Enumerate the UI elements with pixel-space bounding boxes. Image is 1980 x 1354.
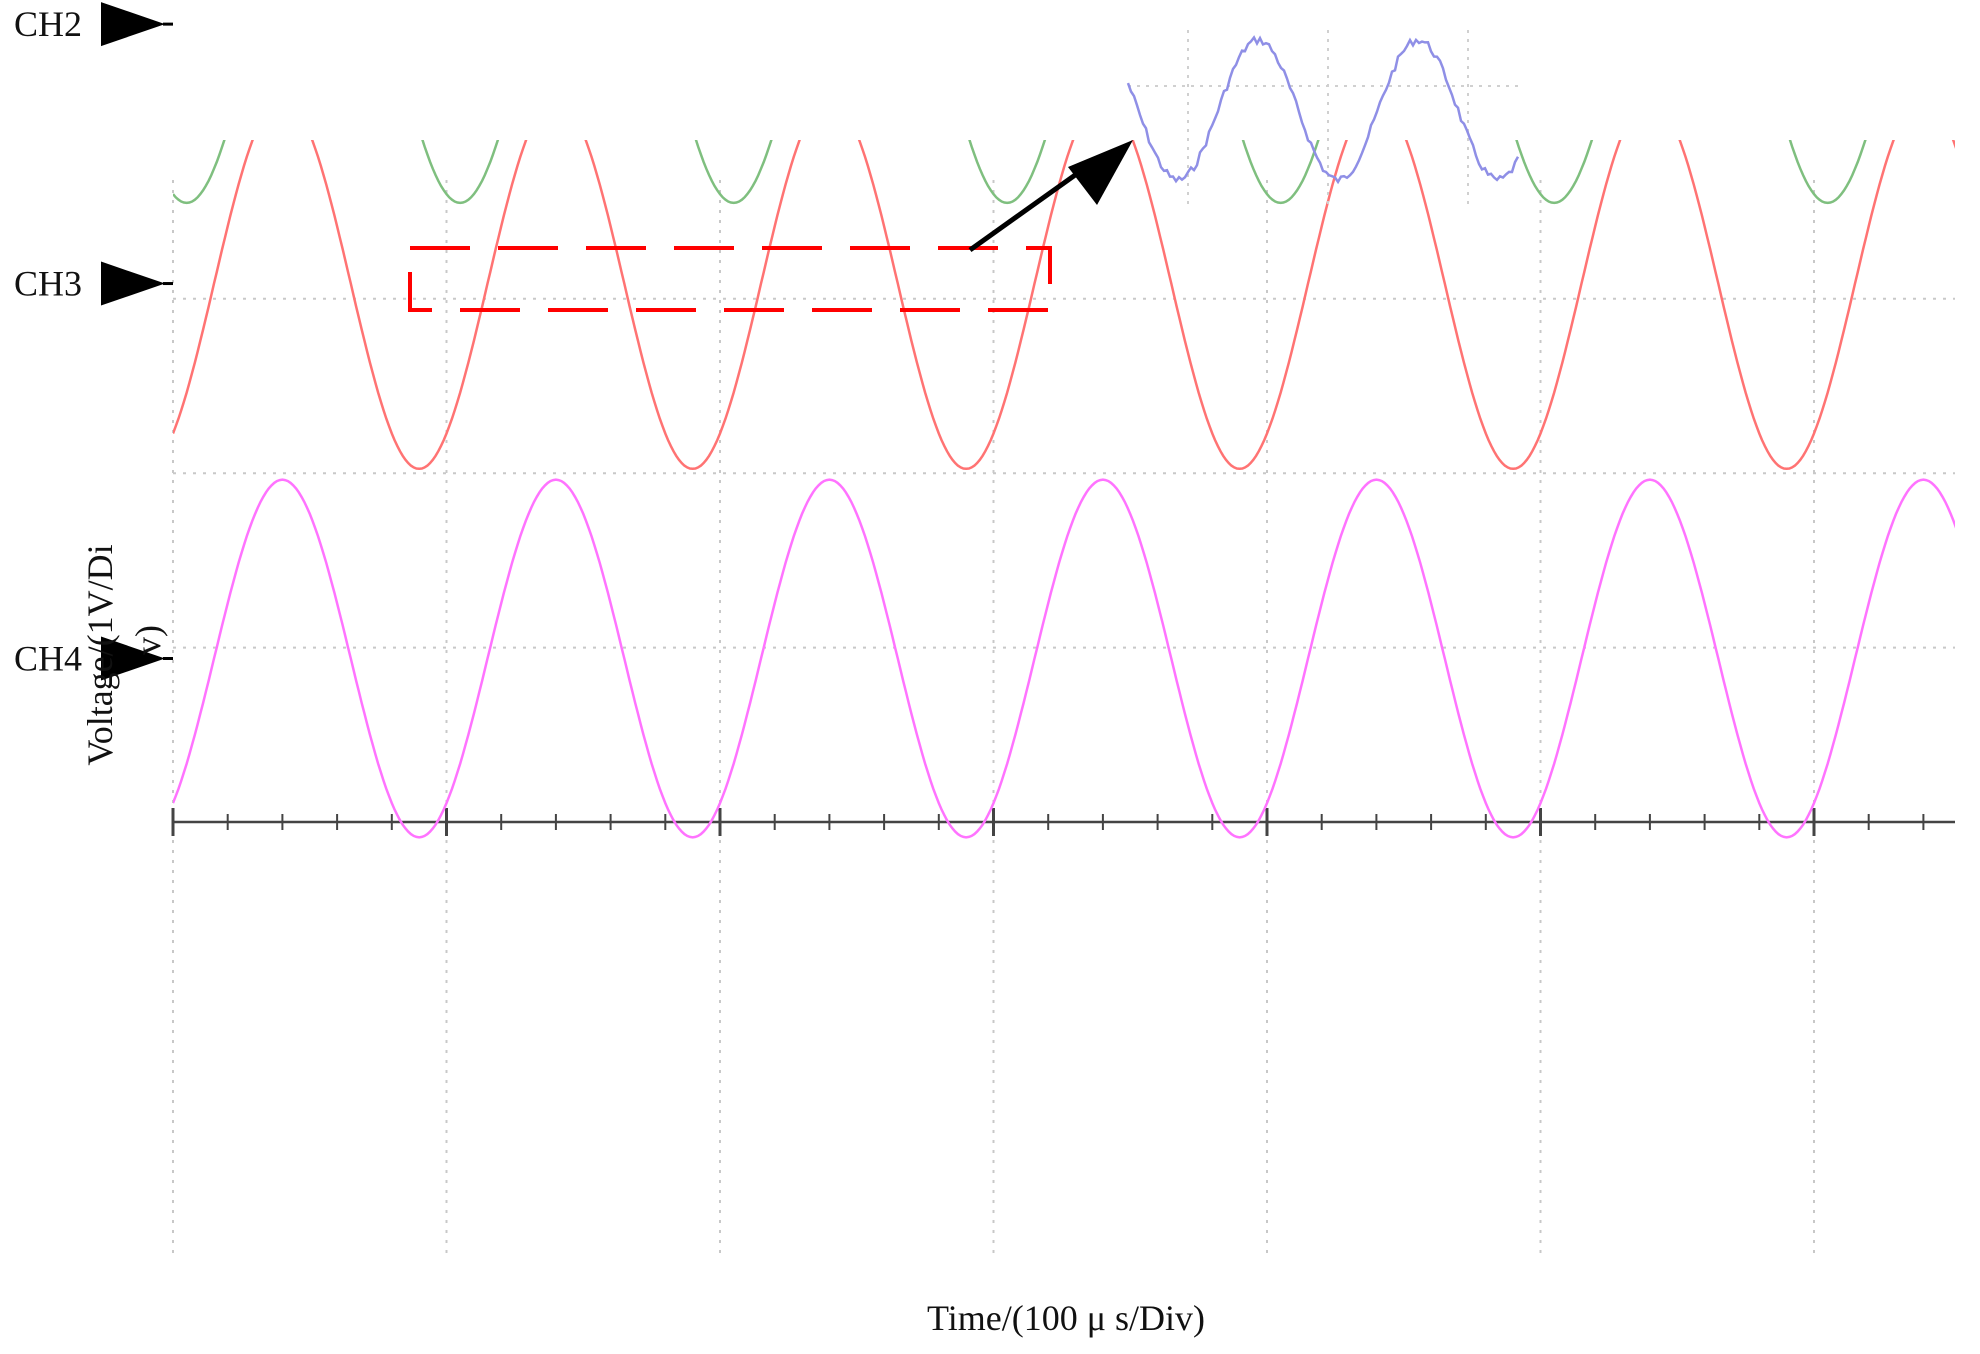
y-axis-label-line1: Voltage/(1V/Di [80, 544, 120, 765]
zoom-highlight-box [408, 246, 1052, 312]
y-axis-label-line2: v) [128, 625, 168, 655]
traces [173, 140, 1955, 839]
inset-trace-ch1 [1126, 35, 1520, 185]
marker-arrow-icon [101, 636, 165, 681]
x-axis-label: Time/(100 μ s/Div) [927, 1298, 1205, 1338]
trace-group [173, 140, 1955, 839]
trace-ch3 [173, 140, 1955, 471]
marker-arrow-icon [101, 2, 165, 47]
marker-arrow-icon [101, 261, 165, 306]
trace-ch2 [173, 140, 1867, 205]
channel-markers: CH1CH2CH3CH4 [14, 2, 173, 681]
trace-ch4 [173, 478, 1955, 839]
marker-label-ch2: CH2 [14, 4, 82, 44]
zoom-arrow-line [968, 165, 1087, 253]
zoom-arrow-head-icon [1068, 140, 1133, 205]
marker-label-ch3: CH3 [14, 264, 82, 304]
zoom-inset [408, 30, 1520, 312]
center-axis [171, 808, 1955, 836]
marker-label-ch4: CH4 [14, 639, 82, 679]
grid [172, 180, 1955, 1255]
